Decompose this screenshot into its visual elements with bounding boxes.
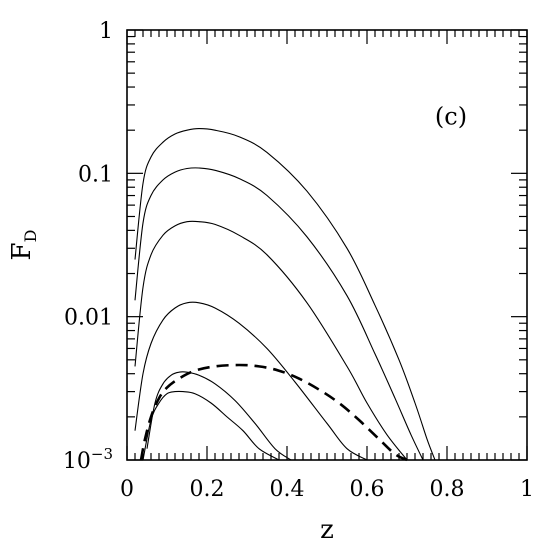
- y-axis-label-main: F: [7, 242, 37, 260]
- x-tick-label: 0.4: [270, 477, 305, 502]
- series-dashed-curve: [139, 363, 408, 462]
- series-curve-3: [134, 220, 408, 461]
- x-axis-label: z: [320, 515, 334, 545]
- series-curve-6: [142, 390, 280, 461]
- x-tick-label: 0.6: [350, 477, 385, 502]
- y-tick-label: 1: [99, 19, 113, 44]
- series-layer: [134, 128, 436, 462]
- series-curve-4: [134, 301, 368, 461]
- series-curve-2: [134, 167, 424, 461]
- y-tick-label: 0.01: [64, 306, 113, 331]
- x-tick-label: 0.2: [190, 477, 225, 502]
- series-curve-5: [146, 371, 292, 461]
- series-curve-1: [134, 128, 436, 461]
- panel-label: (c): [435, 102, 467, 130]
- plot-frame: [126, 29, 528, 461]
- x-tick-label: 0: [120, 477, 134, 502]
- y-axis-label-subscript: D: [21, 230, 40, 243]
- x-tick-label: 1: [520, 477, 534, 502]
- y-tick-marks: [127, 29, 527, 461]
- x-tick-label: 0.8: [430, 477, 465, 502]
- y-tick-label: 10−3: [63, 445, 113, 474]
- y-tick-label: 0.1: [78, 162, 113, 187]
- y-tick-labels: 1 0.1 0.01 10−3: [63, 19, 113, 474]
- x-tick-labels: 0 0.2 0.4 0.6 0.8 1: [120, 477, 534, 502]
- y-axis-label: FD: [7, 230, 40, 261]
